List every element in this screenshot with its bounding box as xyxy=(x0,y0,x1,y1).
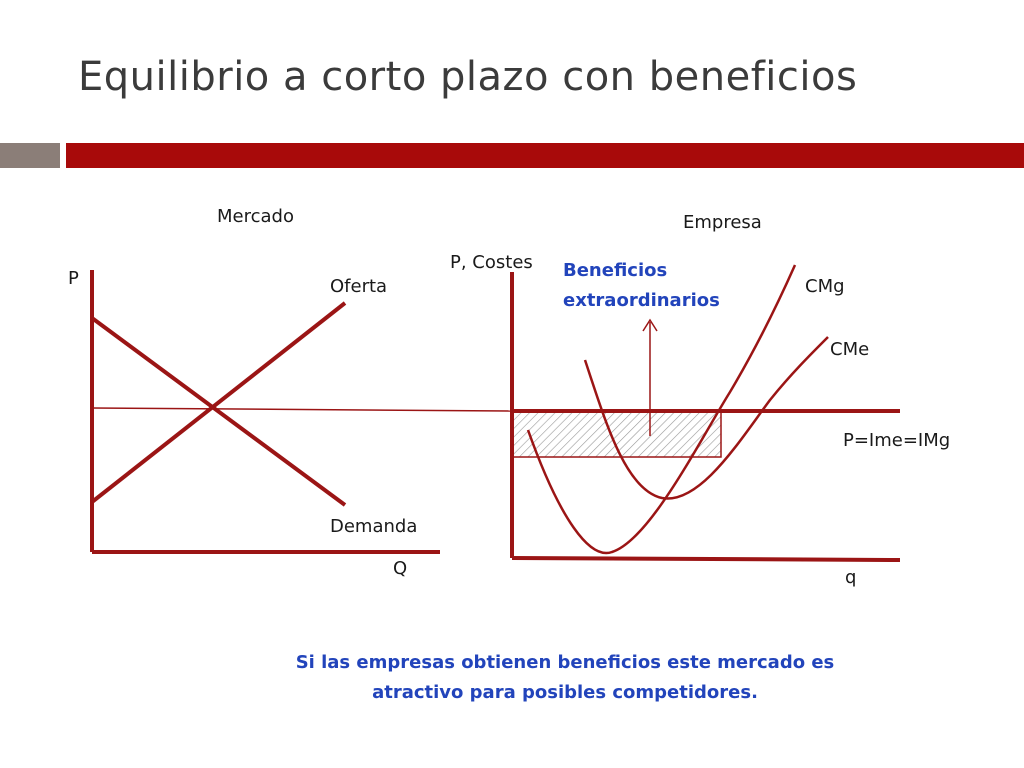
firm-panel: Empresa P, Costes q CMg CMe P=Ime=IMg Be… xyxy=(450,212,950,588)
equilibrium-price-line xyxy=(91,407,513,412)
average-cost-curve xyxy=(583,336,829,500)
price-line-label: P=Ime=IMg xyxy=(843,430,950,451)
footer-note: Si las empresas obtienen beneficios este… xyxy=(240,648,890,708)
marginal-cost-curve xyxy=(526,264,797,555)
title-bar-accent xyxy=(0,143,60,168)
supply-label: Oferta xyxy=(330,276,387,297)
demand-label: Demanda xyxy=(330,516,417,537)
profit-label-line1: Beneficios xyxy=(563,260,667,281)
firm-x-axis xyxy=(511,556,901,562)
market-x-axis-label: Q xyxy=(393,558,407,579)
slide-title: Equilibrio a corto plazo con beneficios xyxy=(78,54,858,100)
footer-note-line1: Si las empresas obtienen beneficios este… xyxy=(295,652,835,673)
profit-label-line2: extraordinarios xyxy=(563,290,720,311)
marginal-cost-label: CMg xyxy=(805,276,845,297)
footer-note-line2: atractivo para posibles competidores. xyxy=(372,682,758,703)
firm-x-axis-label: q xyxy=(845,567,856,588)
profit-arrow-head xyxy=(642,318,658,332)
market-y-axis-label: P xyxy=(68,268,79,289)
firm-panel-label: Empresa xyxy=(683,212,762,233)
supply-curve xyxy=(90,301,347,504)
market-panel: Mercado P Q Oferta Demanda xyxy=(68,206,440,579)
average-cost-label: CMe xyxy=(830,339,869,360)
market-panel-label: Mercado xyxy=(217,206,294,227)
demand-curve xyxy=(90,316,347,507)
title-bar xyxy=(66,143,1024,168)
firm-y-axis-label: P, Costes xyxy=(450,252,533,273)
